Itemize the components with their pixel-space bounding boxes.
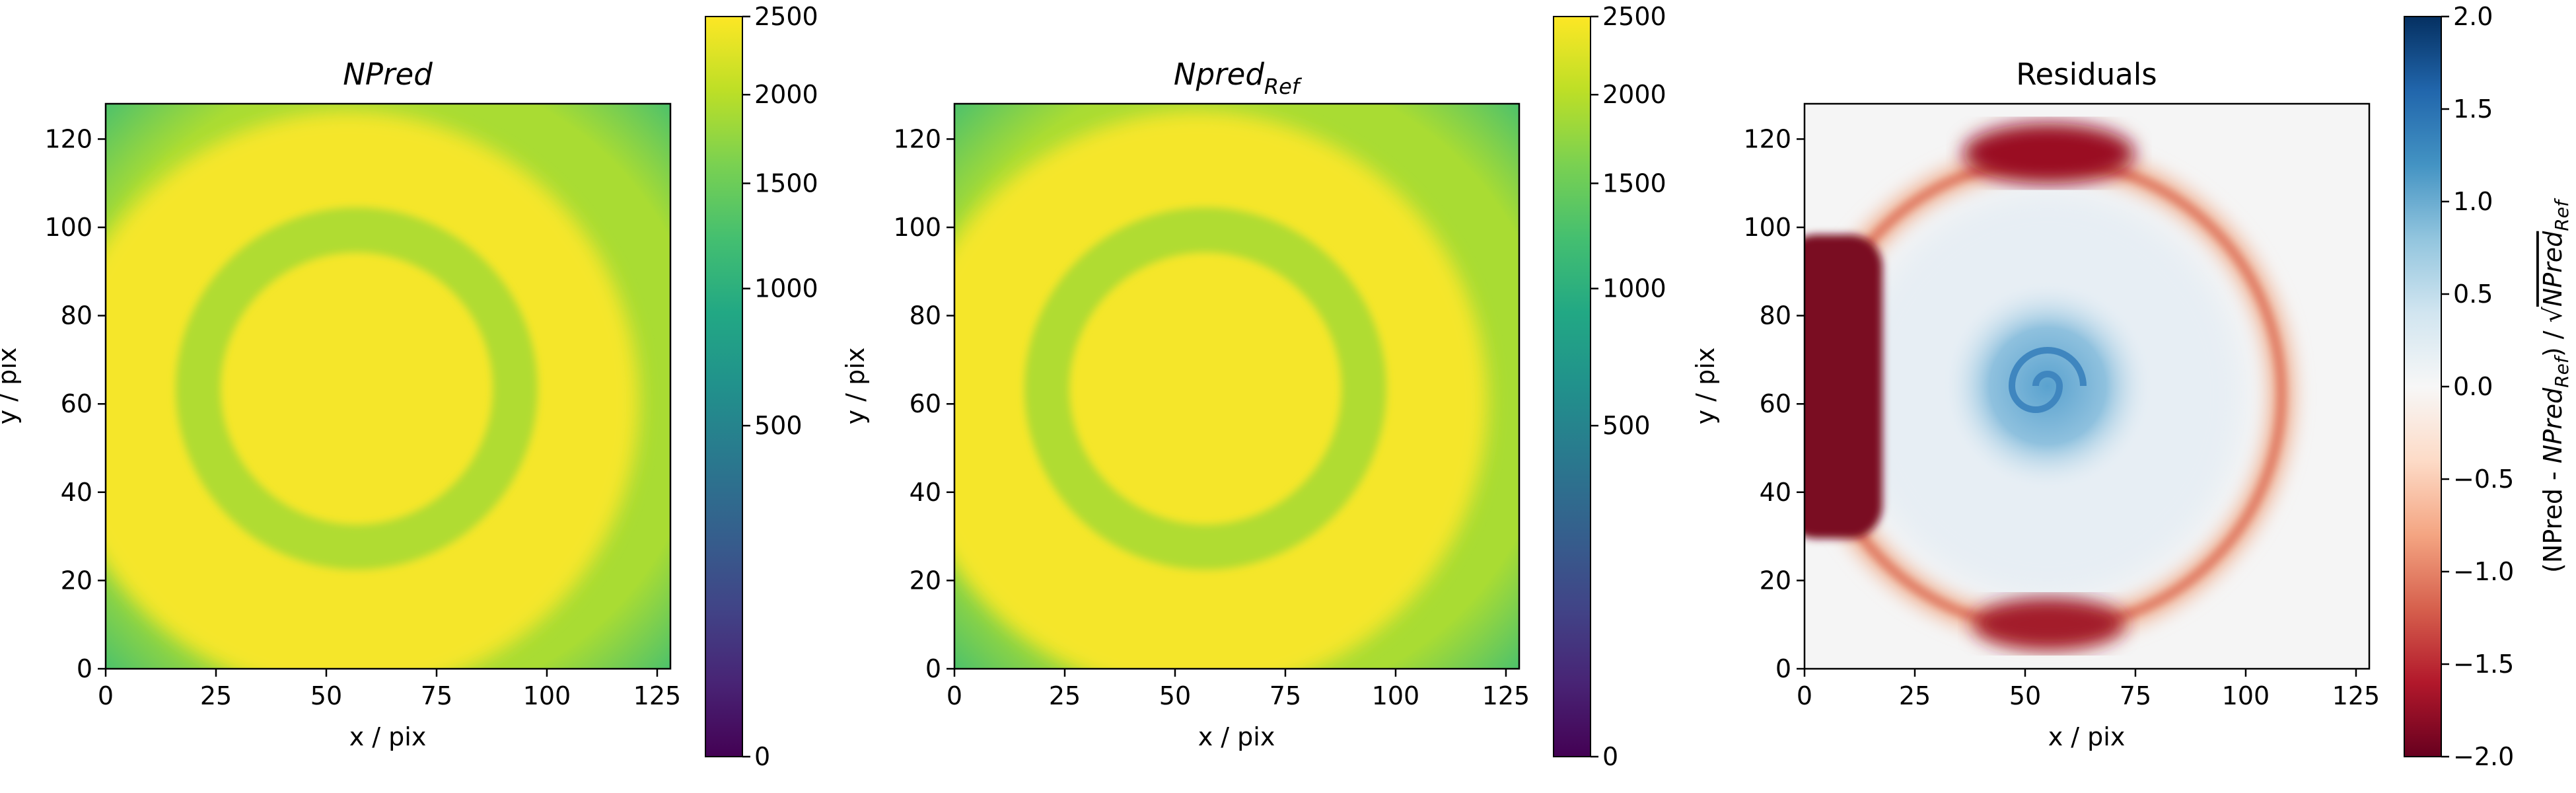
y-tick-label: 120 <box>1743 124 1791 153</box>
panel-residuals: Residuals 0 25 50 75 100 125 x / pix 0 20 40 60 8… <box>1691 2 2573 771</box>
residuals-x-axis: 0 25 50 75 100 125 x / pix <box>1797 669 2380 751</box>
x-tick-label: 100 <box>523 681 571 710</box>
panel-npred-ref-title-sub: Ref <box>1264 74 1303 99</box>
npred-ref-y-axis: 0 20 40 60 80 100 120 y / pix <box>841 124 954 683</box>
y-tick-label: 80 <box>1760 301 1791 330</box>
y-tick-label: 120 <box>893 124 941 153</box>
x-tick-label: 0 <box>947 681 962 710</box>
npred-ref-y-label: y / pix <box>841 348 870 425</box>
colorbar-tick-label: 500 <box>754 411 803 440</box>
npred-y-label: y / pix <box>0 348 22 425</box>
residuals-x-label: x / pix <box>2048 722 2126 751</box>
panel-npred-ref: NpredRef 0 25 50 75 100 125 x / pix 0 20 40 60 80… <box>841 2 1666 771</box>
x-tick-label: 75 <box>1270 681 1301 710</box>
colorbar-tick-label: 1.0 <box>2453 187 2493 216</box>
y-tick-label: 80 <box>910 301 941 330</box>
y-tick-label: 20 <box>61 566 92 595</box>
y-tick-label: 20 <box>1760 566 1791 595</box>
npred-heatmap <box>106 104 670 669</box>
colorbar-tick-label: 2000 <box>754 80 818 109</box>
colorbar-tick-label: −1.5 <box>2453 650 2514 679</box>
residuals-y-label: y / pix <box>1691 348 1720 425</box>
colorbar-tick-label: 500 <box>1602 411 1651 440</box>
y-tick-label: 40 <box>910 478 941 507</box>
x-tick-label: 25 <box>200 681 232 710</box>
x-tick-label: 100 <box>2222 681 2270 710</box>
y-tick-label: 80 <box>61 301 92 330</box>
x-tick-label: 125 <box>633 681 682 710</box>
y-tick-label: 40 <box>1760 478 1791 507</box>
colorbar-tick-label: 0 <box>754 742 770 771</box>
colorbar-tick-label: 1000 <box>754 274 818 303</box>
y-tick-label: 100 <box>893 213 941 242</box>
x-tick-label: 125 <box>2332 681 2380 710</box>
x-tick-label: 0 <box>1797 681 1812 710</box>
colorbar-tick-label: 2000 <box>1602 80 1666 109</box>
x-tick-label: 25 <box>1899 681 1931 710</box>
colorbar-tick-label: 1500 <box>754 169 818 198</box>
y-tick-label: 40 <box>61 478 92 507</box>
colorbar-tick-label: 1000 <box>1602 274 1666 303</box>
colorbar-tick-label: 2500 <box>1602 2 1666 31</box>
colorbar-tick-label: 0.5 <box>2453 280 2493 309</box>
colorbar-tick-label: 2500 <box>754 2 818 31</box>
npred-ref-colorbar: 0 500 1000 1500 2000 2500 <box>1553 2 1666 771</box>
y-tick-label: 100 <box>44 213 92 242</box>
x-tick-label: 50 <box>1159 681 1191 710</box>
residuals-heatmap <box>1805 104 2369 669</box>
y-tick-label: 0 <box>1775 654 1791 683</box>
x-tick-label: 100 <box>1372 681 1420 710</box>
colorbar-tick-label: 2.0 <box>2453 2 2493 31</box>
colorbar-tick-label: −1.0 <box>2453 557 2514 586</box>
x-tick-label: 0 <box>98 681 114 710</box>
y-tick-label: 0 <box>925 654 941 683</box>
x-tick-label: 125 <box>1482 681 1530 710</box>
y-tick-label: 20 <box>910 566 941 595</box>
residuals-colorbar-label: (NPred - NPredRef) / √NPredRef <box>2538 198 2573 573</box>
npred-ref-x-label: x / pix <box>1198 722 1275 751</box>
npred-colorbar: 0 500 1000 1500 2000 2500 <box>705 2 818 771</box>
x-tick-label: 75 <box>2120 681 2151 710</box>
colorbar-tick-label: 1.5 <box>2453 94 2493 124</box>
colorbar-tick-label: −2.0 <box>2453 742 2514 771</box>
residuals-y-axis: 0 20 40 60 80 100 120 y / pix <box>1691 124 1805 683</box>
colorbar-tick-label: −0.5 <box>2453 465 2514 494</box>
panel-npred-title: NPred <box>343 57 433 92</box>
npred-x-label: x / pix <box>349 722 427 751</box>
svg-text:NpredRef: NpredRef <box>1174 57 1303 99</box>
npred-ref-heatmap <box>954 104 1519 669</box>
y-tick-label: 60 <box>1760 389 1791 418</box>
npred-ref-x-axis: 0 25 50 75 100 125 x / pix <box>947 669 1530 751</box>
panel-residuals-title: Residuals <box>2016 57 2157 92</box>
y-tick-label: 0 <box>77 654 92 683</box>
panel-npred: NPred 0 25 50 75 100 125 x / pix 0 20 40 60 80 100… <box>0 2 818 771</box>
x-tick-label: 50 <box>2009 681 2041 710</box>
y-tick-label: 120 <box>44 124 92 153</box>
y-tick-label: 100 <box>1743 213 1791 242</box>
y-tick-label: 60 <box>61 389 92 418</box>
panel-npred-ref-title: Npred <box>1174 57 1264 92</box>
colorbar-tick-label: 0.0 <box>2453 372 2493 401</box>
npred-x-axis: 0 25 50 75 100 125 x / pix <box>98 669 681 751</box>
y-tick-label: 60 <box>910 389 941 418</box>
residuals-colorbar: 2.0 1.5 1.0 0.5 0.0 −0.5 −1.0 −1.5 −2.0 (NPred -… <box>2404 2 2573 771</box>
npred-y-axis: 0 20 40 60 80 100 120 y / pix <box>0 124 106 683</box>
x-tick-label: 75 <box>421 681 452 710</box>
x-tick-label: 25 <box>1049 681 1081 710</box>
x-tick-label: 50 <box>310 681 342 710</box>
colorbar-tick-label: 1500 <box>1602 169 1666 198</box>
colorbar-tick-label: 0 <box>1602 742 1618 771</box>
